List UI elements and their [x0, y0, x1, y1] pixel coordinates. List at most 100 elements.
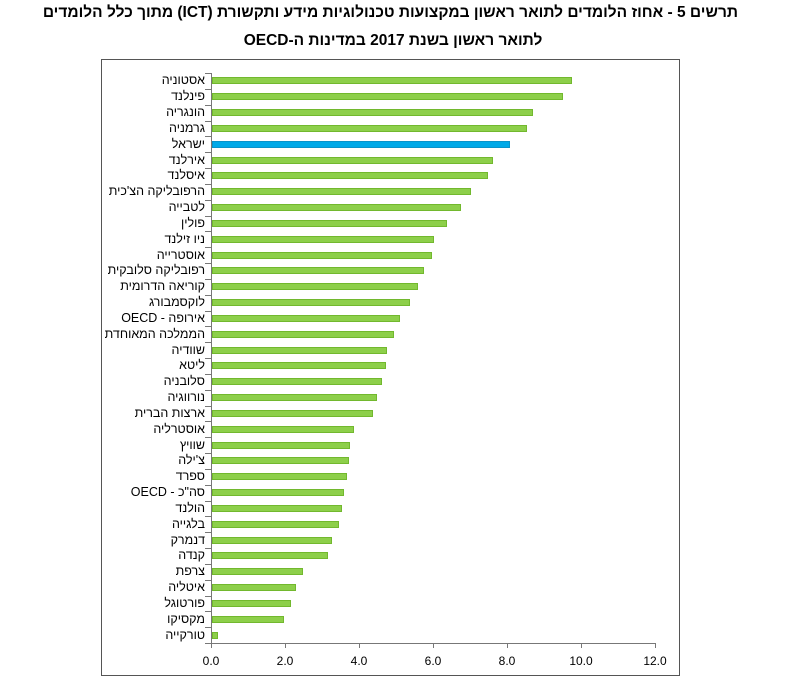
x-tick — [507, 643, 508, 648]
bar — [212, 378, 383, 386]
category-label: אסטוניה — [161, 73, 205, 88]
bar — [212, 409, 374, 417]
category-label: שוויץ — [179, 437, 205, 452]
y-tick — [205, 215, 211, 217]
category-label: בלגייה — [171, 516, 205, 531]
category-label: ספרד — [175, 469, 205, 484]
bar — [212, 473, 348, 481]
category-label: אוסטרייה — [156, 247, 205, 262]
category-label: קוריאה הדרומית — [120, 279, 205, 294]
category-label: צ'ילה — [178, 453, 205, 468]
y-tick — [205, 88, 211, 90]
y-tick — [205, 611, 211, 613]
chart-title: תרשים 5 - אחוז הלומדים לתואר ראשון במקצו… — [42, 4, 738, 21]
bar-highlight — [212, 140, 511, 148]
x-tick — [359, 643, 360, 648]
bar — [212, 124, 528, 132]
bar — [212, 219, 447, 227]
y-tick — [205, 247, 211, 249]
y-tick — [205, 468, 211, 470]
category-label: איטליה — [168, 580, 205, 595]
y-tick — [205, 627, 211, 629]
bar — [212, 109, 534, 117]
bar — [212, 77, 572, 85]
category-label: אירלנד — [168, 152, 205, 167]
bar — [212, 235, 434, 243]
bar — [212, 172, 489, 180]
y-tick — [205, 532, 211, 534]
bar — [212, 251, 432, 259]
x-tick — [655, 643, 656, 648]
bar — [212, 188, 471, 196]
category-label: ישראל — [171, 136, 205, 151]
y-tick — [205, 405, 211, 407]
y-tick — [205, 643, 211, 644]
category-label: הממלכה המאוחדת — [104, 326, 205, 341]
category-label: הולנד — [175, 500, 205, 515]
category-label: ליטא — [179, 358, 205, 373]
bar — [212, 362, 387, 370]
bar — [212, 267, 424, 275]
bar — [212, 615, 285, 623]
y-tick — [205, 152, 211, 154]
y-tick — [205, 104, 211, 106]
y-axis-line — [211, 73, 212, 643]
bar — [212, 441, 351, 449]
category-label: ארצות הברית — [134, 405, 205, 420]
category-label: דנמרק — [170, 532, 205, 547]
x-tick-label: 2.0 — [276, 654, 294, 668]
x-tick — [285, 643, 286, 648]
bar — [212, 204, 461, 212]
bar — [212, 631, 219, 639]
y-tick — [205, 500, 211, 502]
category-label: מקסיקו — [167, 611, 205, 626]
category-label: פינלנד — [171, 89, 205, 104]
y-tick — [205, 183, 211, 185]
bar — [212, 425, 355, 433]
y-tick — [205, 453, 211, 454]
category-label: סלובניה — [163, 374, 205, 389]
category-label: אירופה - OECD — [121, 310, 205, 325]
category-label: איסלנד — [167, 168, 205, 183]
bar — [212, 299, 410, 307]
y-tick — [205, 136, 211, 138]
x-tick-label: 4.0 — [350, 654, 368, 668]
bar — [212, 283, 419, 291]
bar — [212, 394, 378, 402]
category-label: קנדה — [178, 548, 205, 563]
y-tick — [205, 294, 211, 296]
bar — [212, 504, 342, 512]
chart-frame — [101, 59, 680, 676]
category-label: לוקסמבורג — [149, 295, 205, 310]
y-tick — [205, 563, 211, 565]
y-tick — [205, 310, 211, 312]
bar — [212, 599, 292, 607]
category-label: פולין — [181, 215, 205, 230]
x-tick-label: 6.0 — [424, 654, 442, 668]
y-tick — [205, 373, 211, 375]
category-label: רפובליקה סלובקית — [107, 263, 205, 278]
x-tick-label: 0.0 — [202, 654, 220, 668]
bar — [212, 584, 296, 592]
y-tick — [205, 278, 211, 280]
bar — [212, 457, 349, 465]
bar — [212, 552, 328, 560]
bar — [212, 330, 395, 338]
category-label: לטבייה — [168, 200, 205, 215]
category-label: ניו זילנד — [164, 231, 205, 246]
category-label: טורקייה — [165, 627, 205, 642]
y-tick — [205, 168, 211, 169]
category-label: הונגריה — [166, 105, 205, 120]
bar — [212, 156, 494, 164]
bar — [212, 489, 345, 497]
y-tick — [205, 437, 211, 439]
y-tick — [205, 231, 211, 233]
category-label: הרפובליקה הצ'כית — [108, 184, 205, 199]
category-label: צרפת — [175, 564, 205, 579]
bar — [212, 536, 332, 544]
y-tick — [205, 516, 211, 518]
x-tick-label: 10.0 — [569, 654, 593, 668]
y-tick — [205, 389, 211, 391]
y-tick — [205, 358, 211, 359]
